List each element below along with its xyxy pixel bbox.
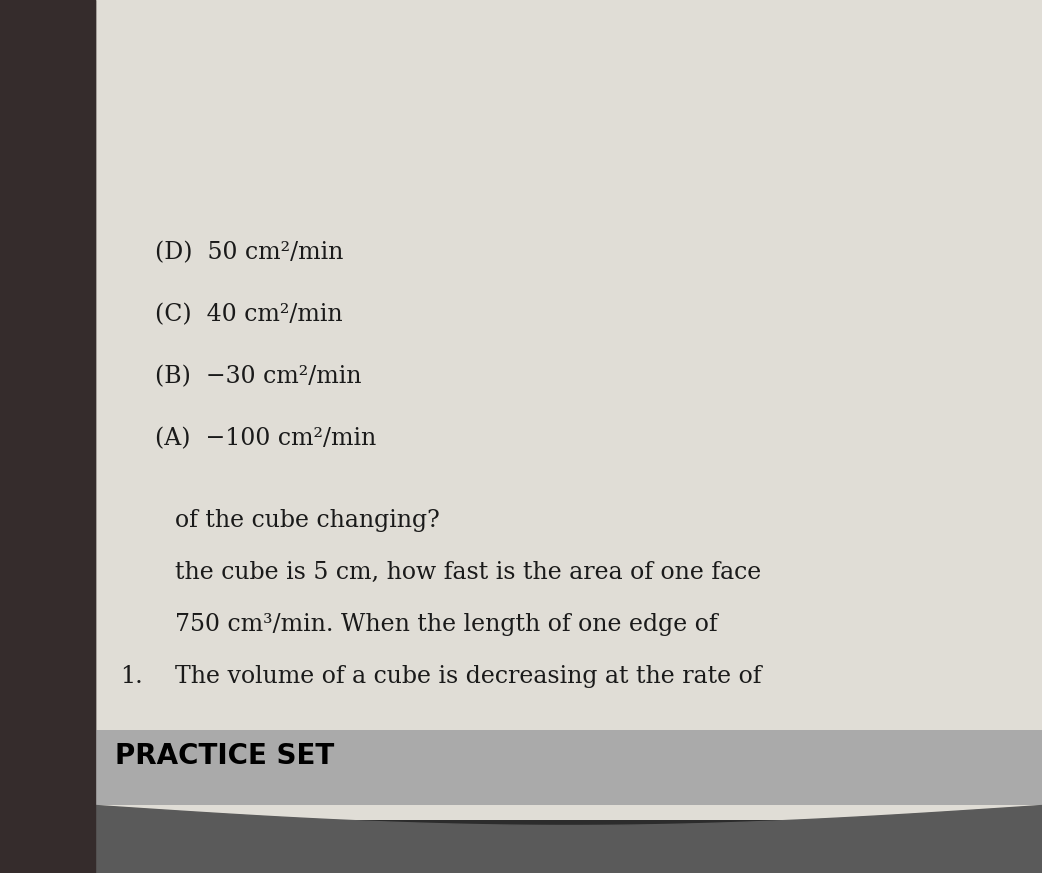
Text: (A)  −100 cm²/min: (A) −100 cm²/min <box>155 427 376 450</box>
Text: the cube is 5 cm, how fast is the area of one face: the cube is 5 cm, how fast is the area o… <box>175 561 762 584</box>
Bar <box>0 0 95 873</box>
Text: 1.: 1. <box>120 665 143 688</box>
Text: The volume of a cube is decreasing at the rate of: The volume of a cube is decreasing at th… <box>175 665 762 688</box>
Text: 750 cm³/min. When the length of one edge of: 750 cm³/min. When the length of one edge… <box>175 613 718 636</box>
Text: of the cube changing?: of the cube changing? <box>175 509 440 532</box>
Text: PRACTICE SET: PRACTICE SET <box>115 742 334 770</box>
Bar <box>95 730 1042 805</box>
Text: (D)  50 cm²/min: (D) 50 cm²/min <box>155 241 344 264</box>
Bar <box>0 800 1042 873</box>
Text: (B)  −30 cm²/min: (B) −30 cm²/min <box>155 365 362 388</box>
Text: (C)  40 cm²/min: (C) 40 cm²/min <box>155 303 343 326</box>
